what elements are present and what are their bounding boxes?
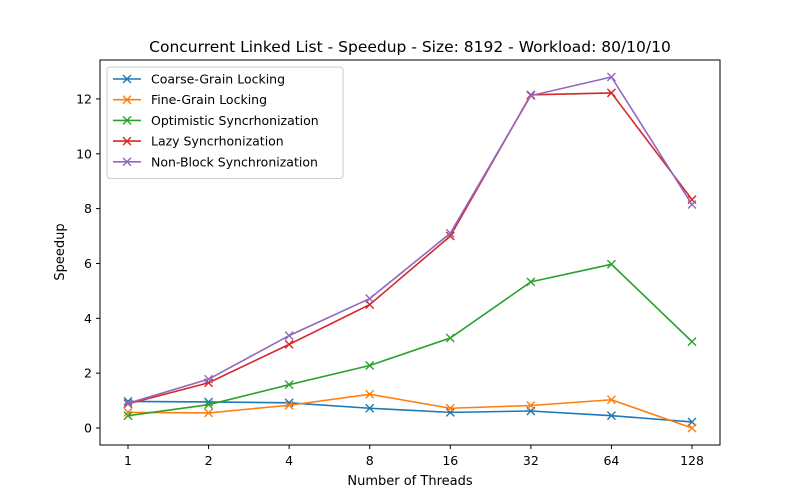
data-point (284, 339, 294, 349)
legend-label: Coarse-Grain Locking (151, 72, 285, 87)
data-point (445, 228, 455, 238)
y-tick-label: 2 (84, 366, 92, 381)
data-point (606, 72, 616, 82)
legend: Coarse-Grain Locking Fine-Grain Locking Op… (106, 66, 344, 179)
data-point (445, 407, 455, 417)
data-point (284, 400, 294, 410)
data-point (526, 91, 536, 101)
x-tick-label: 1 (124, 453, 132, 468)
legend-marker (122, 74, 132, 84)
data-point (526, 401, 536, 411)
data-point (687, 337, 697, 347)
y-tick-label: 8 (84, 201, 92, 216)
series-line (127, 263, 693, 417)
series-line (127, 92, 693, 405)
series-3 (123, 259, 697, 421)
legend-entry: Coarse-Grain Locking (113, 72, 285, 87)
plot-frame (99, 59, 721, 446)
legend-entry: Optimistic Syncrhonization (113, 113, 319, 128)
data-point (445, 403, 455, 413)
y-tick-label: 10 (76, 146, 92, 161)
data-point (365, 360, 375, 370)
legend-entry: Fine-Grain Locking (113, 92, 267, 107)
data-point (687, 423, 697, 433)
data-point (606, 411, 616, 421)
legend-marker (122, 136, 132, 146)
x-tick-label: 4 (285, 453, 293, 468)
legend-label: Fine-Grain Locking (151, 92, 267, 107)
legend-entry: Lazy Syncrhonization (113, 134, 284, 149)
x-tick-label: 8 (366, 453, 374, 468)
data-point (445, 231, 455, 241)
y-axis-label: Speedup (53, 223, 68, 280)
data-point (123, 396, 133, 406)
data-point (204, 400, 214, 410)
legend-entry: Non-Block Synchronization (113, 154, 318, 169)
legend-marker (122, 95, 132, 105)
x-tick-label: 2 (205, 453, 213, 468)
series-line (127, 76, 693, 405)
y-tick-label: 4 (84, 311, 92, 326)
x-tick-label: 128 (680, 453, 704, 468)
data-point (365, 403, 375, 413)
data-point (445, 333, 455, 343)
x-tick-label: 32 (523, 453, 539, 468)
data-point (365, 294, 375, 304)
data-point (204, 374, 214, 384)
chart-title: Concurrent Linked List - Speedup - Size:… (149, 38, 671, 56)
x-tick-label: 64 (603, 453, 619, 468)
data-point (606, 395, 616, 405)
data-point (123, 398, 133, 408)
y-tick-label: 0 (84, 420, 92, 435)
legend-marker (122, 115, 132, 125)
legend-marker (122, 157, 132, 167)
data-point (284, 331, 294, 341)
x-tick-label: 16 (442, 453, 458, 468)
y-tick-label: 6 (84, 256, 92, 271)
data-point (204, 408, 214, 418)
data-point (526, 277, 536, 287)
legend-label: Non-Block Synchronization (151, 154, 318, 169)
series-5 (123, 72, 697, 408)
data-point (123, 411, 133, 421)
y-tick-label: 12 (76, 91, 92, 106)
legend-box (106, 66, 344, 179)
data-point (284, 380, 294, 390)
data-point (606, 259, 616, 269)
x-axis-label: Number of Threads (347, 474, 472, 489)
legend-label: Lazy Syncrhonization (151, 134, 284, 149)
plot-area (123, 72, 697, 433)
series-line (127, 393, 693, 429)
legend-label: Optimistic Syncrhonization (151, 113, 319, 128)
data-point (606, 88, 616, 98)
data-point (687, 200, 697, 210)
data-point (365, 389, 375, 399)
